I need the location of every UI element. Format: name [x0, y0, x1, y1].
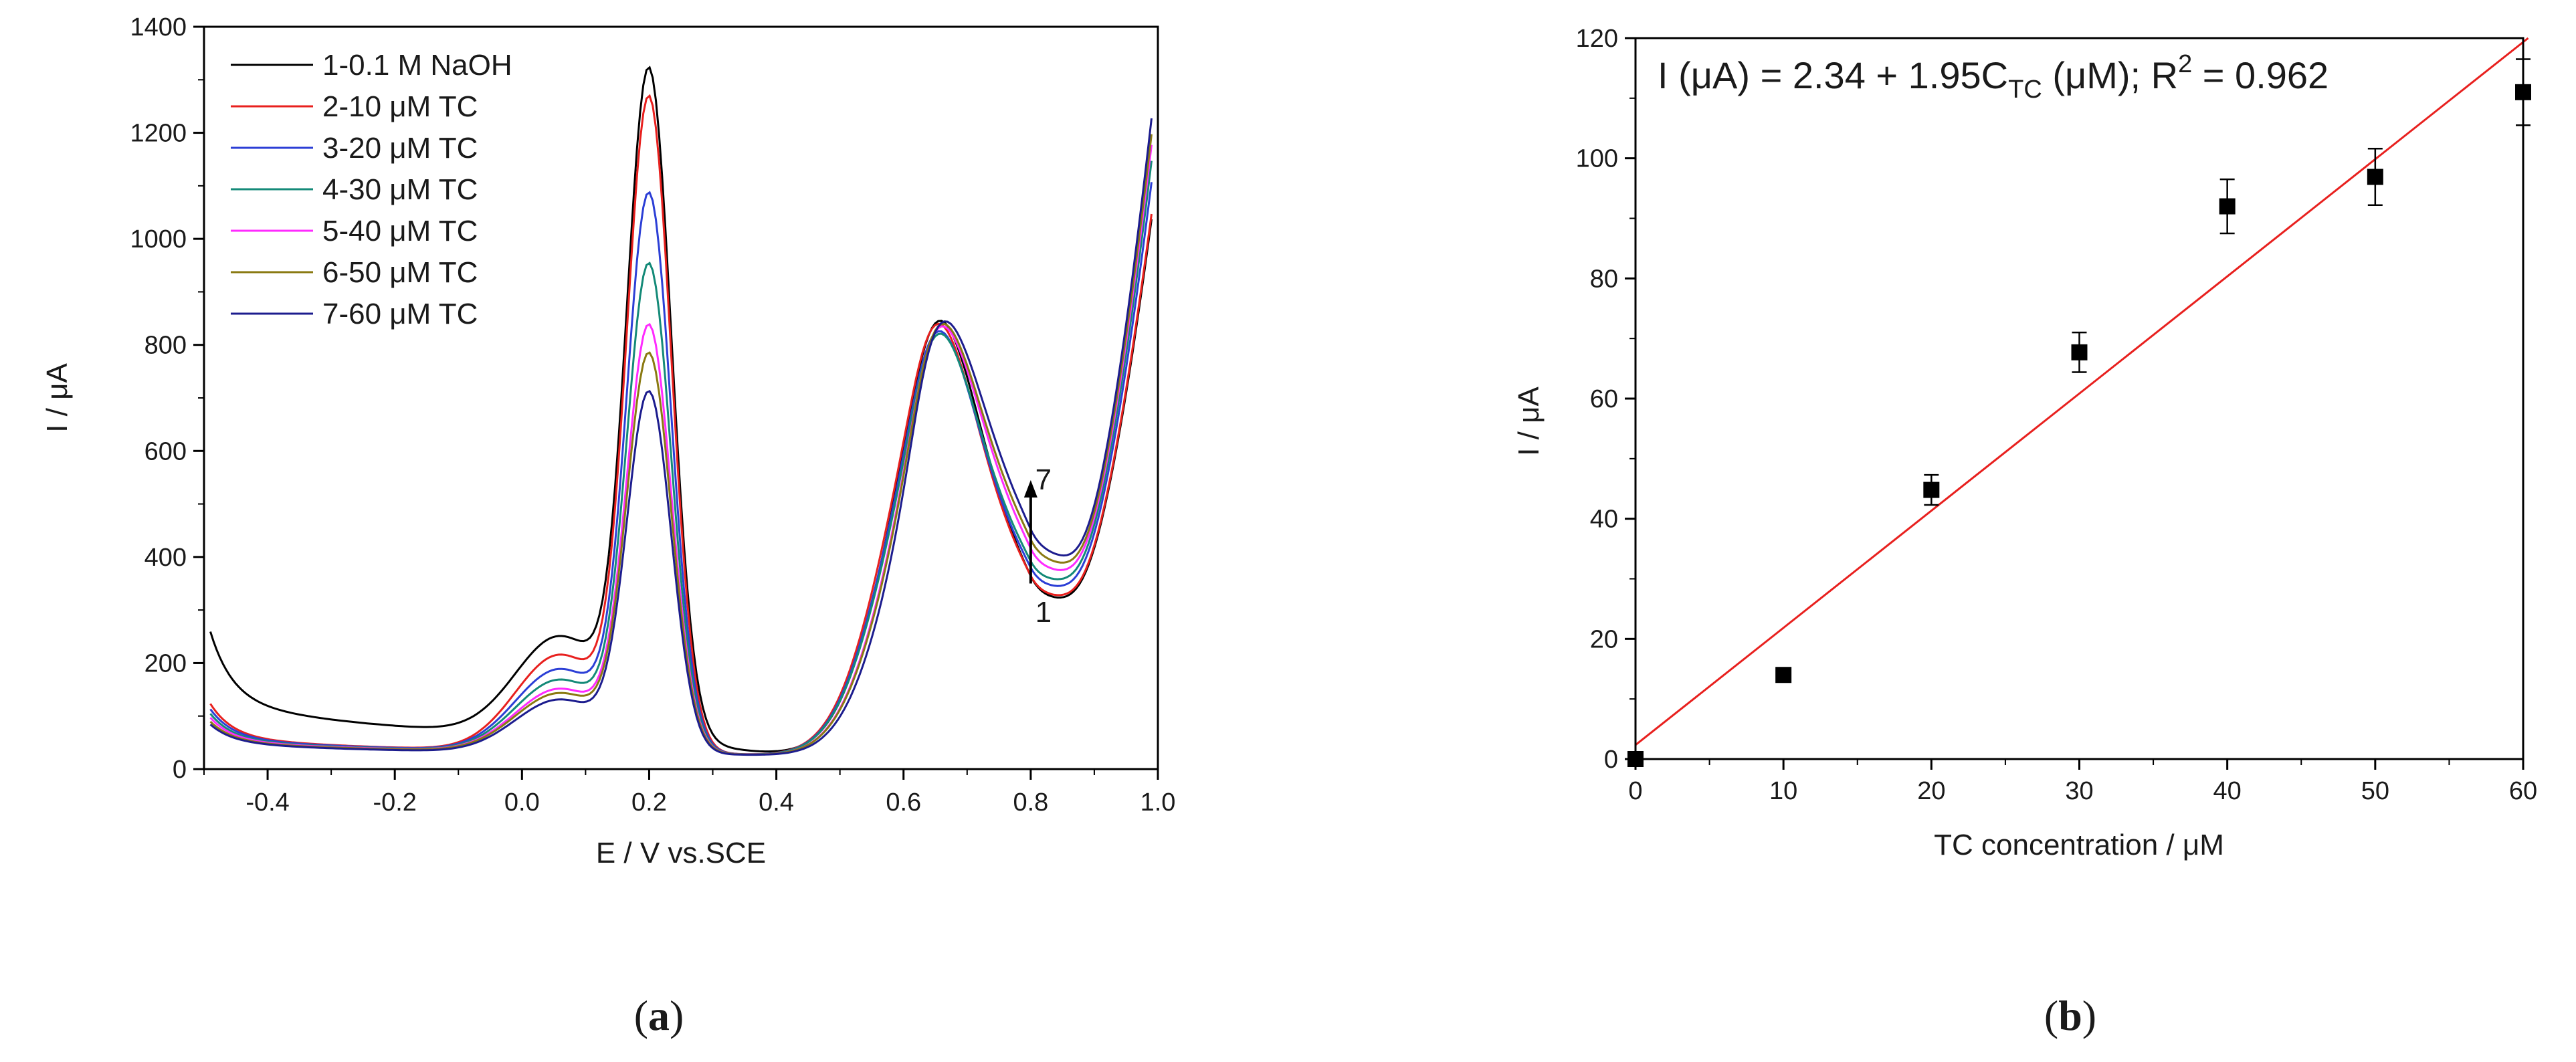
panel-a-x-tick-label: 0.0 — [504, 788, 540, 817]
panel-b-ticks: 0 10 20 30 40 50 60 0 20 40 60 80 100 120 — [1576, 25, 2538, 805]
panel-a-y-tick-label: 1000 — [130, 225, 187, 253]
panel-b-y-tick-label: 0 — [1604, 746, 1618, 774]
panel-b-data-point — [2219, 198, 2236, 215]
panel-a-y-tick-label: 800 — [144, 332, 187, 360]
panel-b-x-tick-label: 20 — [1917, 777, 1945, 805]
panel-a-arrow-head — [1023, 480, 1037, 498]
panel-b-equation-superscript: 2 — [2178, 50, 2192, 78]
panel-b-equation-suffix: = 0.962 — [2192, 54, 2329, 96]
panel-a-y-tick-label: 0 — [173, 756, 187, 784]
panel-b-equation-middle: (μM); R — [2042, 54, 2178, 96]
panel-b-x-tick-label: 50 — [2361, 777, 2389, 805]
panel-a-ticks: -0.4 -0.2 0.0 0.2 0.4 0.6 0.8 1.0 0 200 400 600 800 1… — [130, 13, 1175, 817]
panel-b-x-axis-label: TC concentration / μM — [1934, 829, 2224, 861]
panel-b-data-point — [1775, 667, 1792, 683]
panel-a-y-tick-label: 600 — [144, 437, 187, 465]
panel-b-y-tick-label: 100 — [1576, 145, 1618, 173]
panel-b-caption: (b) — [2044, 992, 2096, 1039]
panel-a-y-tick-label: 1200 — [130, 120, 187, 148]
panel-a-legend: 1-0.1 M NaOH 2-10 μM TC 3-20 μM TC 4-30 μM … — [231, 49, 512, 330]
panel-b-data-point — [2071, 344, 2088, 360]
panel-a-legend-label: 3-20 μM TC — [322, 132, 478, 165]
panel-a-x-tick-label: 0.4 — [759, 788, 794, 817]
panel-a-caption: (a) — [634, 992, 684, 1039]
panel-b-y-tick-label: 40 — [1590, 506, 1618, 534]
panel-a-x-tick-label: 0.2 — [631, 788, 667, 817]
panel-a-y-tick-label: 200 — [144, 649, 187, 677]
panel-b-data-point — [2367, 169, 2383, 185]
panel-a-y-tick-label: 400 — [144, 544, 187, 572]
panel-a-series-line-4 — [209, 161, 1153, 756]
panel-a-series-line-7 — [209, 118, 1153, 756]
panel-a-legend-label: 5-40 μM TC — [322, 215, 478, 247]
panel-b-x-tick-label: 30 — [2065, 777, 2093, 805]
panel-b-x-tick-label: 60 — [2509, 777, 2537, 805]
panel-a-legend-label: 6-50 μM TC — [322, 256, 478, 289]
panel-a-y-axis-label: I / μA — [41, 363, 74, 433]
panel-a-annotation-bottom: 1 — [1035, 596, 1052, 629]
panel-a-x-axis-label: E / V vs.SCE — [596, 837, 766, 869]
panel-b-y-tick-label: 120 — [1576, 25, 1618, 53]
panel-a-legend-label: 7-60 μM TC — [322, 298, 478, 330]
panel-b-y-tick-label: 80 — [1590, 265, 1618, 293]
panel-a-legend-label: 1-0.1 M NaOH — [322, 49, 512, 82]
panel-b-caption-letter: b — [2058, 992, 2082, 1039]
panel-a-caption-letter: a — [648, 992, 670, 1039]
panel-a-x-tick-label: 0.6 — [886, 788, 921, 817]
panel-b-x-tick-label: 40 — [2213, 777, 2242, 805]
panel-a-curves — [209, 66, 1153, 756]
panel-b-equation-subscript: TC — [2008, 76, 2042, 104]
panel-a-annotation-top: 7 — [1035, 463, 1052, 496]
panel-b-y-tick-label: 60 — [1590, 385, 1618, 413]
panel-b-equation-prefix: I (μA) = 2.34 + 1.95C — [1658, 54, 2008, 96]
panel-b-x-tick-label: 0 — [1628, 777, 1642, 805]
panel-b-y-tick-label: 20 — [1590, 625, 1618, 653]
panel-a-x-tick-label: -0.2 — [373, 788, 416, 817]
panel-a-x-tick-label: 0.8 — [1013, 788, 1048, 817]
panel-a-series-line-1 — [209, 66, 1153, 753]
panel-a-x-tick-label: 1.0 — [1141, 788, 1176, 817]
panel-b-points — [1627, 58, 2531, 767]
panel-a-legend-label: 4-30 μM TC — [322, 173, 478, 206]
panel-b-y-axis-label: I / μA — [1512, 387, 1545, 456]
panel-a-voltammogram: -0.4 -0.2 0.0 0.2 0.4 0.6 0.8 1.0 0 200 400 600 800 1… — [41, 13, 1175, 1039]
panel-a-y-tick-label: 1400 — [130, 13, 187, 41]
panel-b-calibration: 0 10 20 30 40 50 60 0 20 40 60 80 100 120 I (μA) = 2.… — [1512, 25, 2537, 1039]
panel-b-x-tick-label: 10 — [1769, 777, 1797, 805]
panel-b-fit-line — [1635, 37, 2529, 746]
panel-b-equation: I (μA) = 2.34 + 1.95CTC (μM); R2 = 0.962 — [1658, 50, 2329, 104]
panel-b-data-point — [1923, 482, 1940, 498]
panel-a-x-tick-label: -0.4 — [245, 788, 289, 817]
panel-a-legend-label: 2-10 μM TC — [322, 90, 478, 123]
